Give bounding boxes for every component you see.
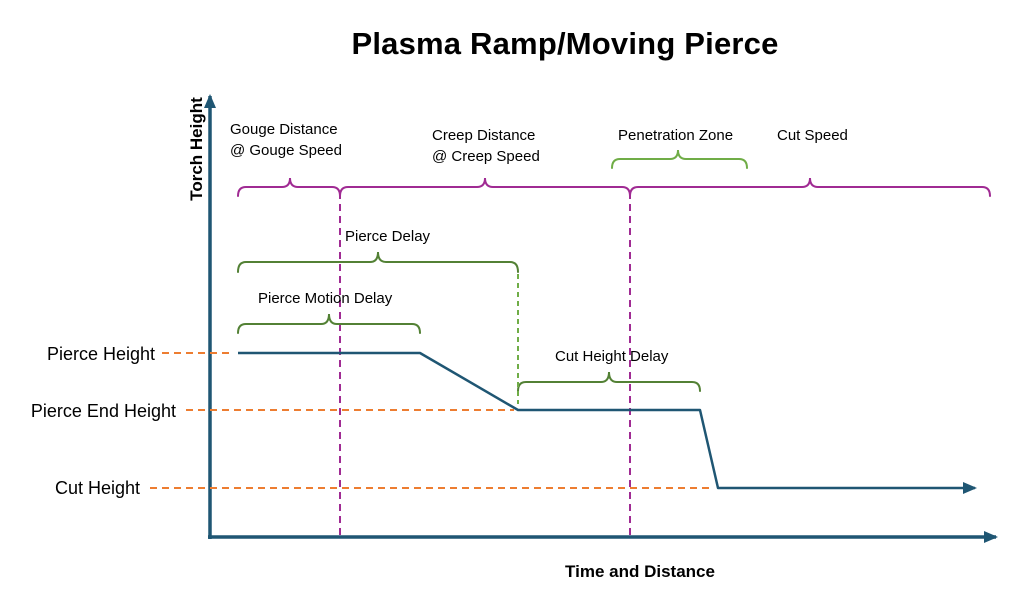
pierce-end-height-label: Pierce End Height — [30, 401, 176, 421]
creep-brace — [339, 177, 631, 197]
cut-height-delay-label: Cut Height Delay — [555, 348, 669, 365]
penetration-label: Penetration Zone — [618, 127, 734, 144]
creep-label-line1: Creep Distance — [432, 127, 536, 144]
torch-height-profile — [238, 351, 977, 494]
cut-height-delay-brace — [517, 371, 701, 392]
cut-speed-brace — [629, 177, 991, 197]
cut-speed-label: Cut Speed — [777, 127, 848, 144]
page-title: Plasma Ramp/Moving Pierce — [351, 26, 779, 61]
pierce-delay-label: Pierce Delay — [345, 228, 431, 245]
pierce-motion-delay-brace — [237, 313, 421, 334]
pierce-motion-delay-label: Pierce Motion Delay — [258, 290, 393, 307]
gouge-label: Gouge Distance @ Gouge Speed — [230, 119, 342, 161]
gouge-label-line2: @ Gouge Speed — [230, 142, 342, 159]
cut-height-label: Cut Height — [54, 478, 140, 498]
x-axis-label: Time and Distance — [565, 562, 715, 581]
creep-label-line2: @ Creep Speed — [432, 148, 540, 165]
y-axis-label: Torch Height — [187, 97, 206, 201]
pierce-height-label: Pierce Height — [46, 344, 155, 364]
pierce-delay-brace — [237, 251, 519, 273]
creep-label: Creep Distance @ Creep Speed — [432, 125, 540, 167]
gouge-brace — [237, 177, 341, 197]
gouge-label-line1: Gouge Distance — [230, 121, 338, 138]
penetration-brace — [611, 149, 748, 169]
